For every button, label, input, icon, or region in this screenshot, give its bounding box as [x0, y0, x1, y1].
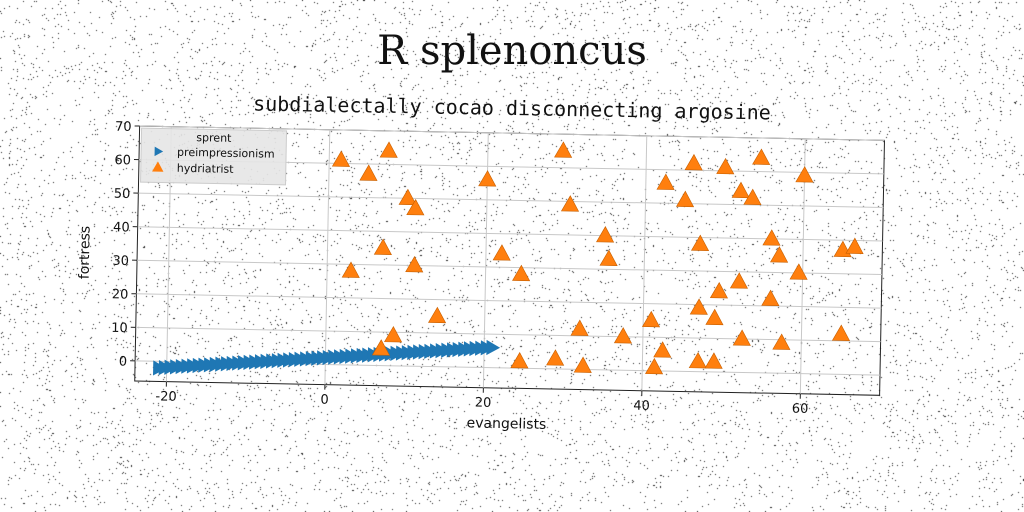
hydriatrist-point	[359, 164, 378, 181]
legend-title: sprent	[196, 131, 232, 145]
hydriatrist-point	[546, 349, 565, 366]
hydriatrist-point	[705, 308, 724, 326]
hydriatrist-point	[731, 181, 750, 199]
legend-label-preimpressionism: preimpressionism	[177, 146, 275, 161]
x-tick-label: 60	[792, 402, 809, 417]
hydriatrist-point	[428, 306, 447, 324]
hydriatrist-point	[684, 153, 703, 171]
hydriatrist-point	[398, 188, 417, 206]
legend-marker-hydriatrist	[152, 161, 164, 172]
legend-label-hydriatrist: hydriatrist	[177, 162, 235, 176]
hydriatrist-point	[752, 148, 771, 165]
hydriatrist-point	[675, 190, 695, 208]
x-axis-label: evangelists	[466, 415, 546, 433]
y-axis-label: fortress	[77, 226, 94, 280]
hydriatrist-point	[512, 264, 531, 282]
hydriatrist-point	[641, 310, 661, 328]
hydriatrist-point	[570, 319, 589, 336]
hydriatrist-point	[653, 341, 672, 358]
y-grid-line	[135, 326, 881, 343]
hydriatrist-point	[406, 198, 425, 216]
hydriatrist-point	[772, 333, 791, 350]
hydriatrist-point	[596, 226, 615, 243]
hydriatrist-point	[729, 272, 749, 289]
legend-box	[140, 127, 288, 186]
hydriatrist-point	[573, 356, 592, 373]
x-grid-line	[324, 129, 331, 385]
data-points	[153, 141, 864, 376]
y-tick-label: 70	[115, 120, 132, 135]
y-grid-line	[139, 125, 885, 141]
hydriatrist-point	[599, 249, 618, 267]
hydriatrist-point	[732, 329, 751, 346]
y-tick-label: 30	[112, 254, 129, 269]
hydriatrist-point	[510, 351, 529, 369]
y-tick-label: 10	[111, 321, 128, 336]
preimpressionism-point	[486, 339, 501, 356]
axis-ticks: -20 0 20 40 60 0 10 20 30 40 50 60 70	[111, 120, 809, 417]
hydriatrist-point	[613, 327, 633, 344]
hydriatrist-point	[492, 244, 511, 261]
hydriatrist-point	[645, 357, 664, 375]
hydriatrist-point	[789, 263, 808, 280]
hydriatrist-point	[688, 352, 707, 369]
legend-marker-preimpressionism	[154, 146, 164, 157]
hydriatrist-point	[656, 173, 675, 190]
hydriatrist-point	[478, 170, 497, 187]
hydriatrist-point	[709, 281, 729, 299]
y-grid-line	[136, 293, 882, 309]
hydriatrist-point	[379, 141, 398, 158]
hydriatrist-point	[716, 157, 735, 175]
x-tick-label: -20	[155, 389, 177, 404]
hydriatrist-point	[845, 237, 864, 254]
hydriatrist-point	[743, 188, 762, 206]
hydriatrist-point	[554, 141, 573, 158]
hydriatrist-point	[331, 150, 351, 167]
hydriatrist-point	[770, 246, 789, 263]
hydriatrist-point	[405, 255, 424, 273]
y-tick-label: 60	[114, 153, 131, 168]
hydriatrist-point	[384, 326, 403, 343]
hydriatrist-point	[371, 339, 391, 356]
hydriatrist-point	[762, 229, 781, 246]
y-tick-label: 0	[119, 355, 128, 370]
y-grid-line	[138, 192, 884, 208]
y-tick-label: 20	[112, 287, 129, 302]
y-tick-label: 50	[114, 187, 131, 202]
y-tick-label: 40	[113, 220, 130, 235]
hydriatrist-point	[373, 238, 392, 255]
x-tick-label: 40	[633, 399, 650, 414]
hydriatrist-point	[831, 324, 851, 341]
y-grid-line	[137, 226, 883, 242]
hydriatrist-point	[761, 289, 780, 307]
x-tick-label: 0	[320, 393, 329, 408]
hydriatrist-point	[690, 234, 710, 251]
x-grid-line	[641, 135, 648, 391]
y-grid-line	[137, 259, 882, 276]
hydriatrist-point	[560, 195, 580, 212]
hydriatrist-point	[341, 261, 360, 278]
chart-title: R splenoncus	[377, 28, 647, 74]
hydriatrist-point	[795, 166, 814, 183]
hydriatrist-point	[704, 352, 723, 369]
hydriatrist-point	[689, 298, 708, 315]
x-tick-label: 20	[475, 396, 492, 411]
